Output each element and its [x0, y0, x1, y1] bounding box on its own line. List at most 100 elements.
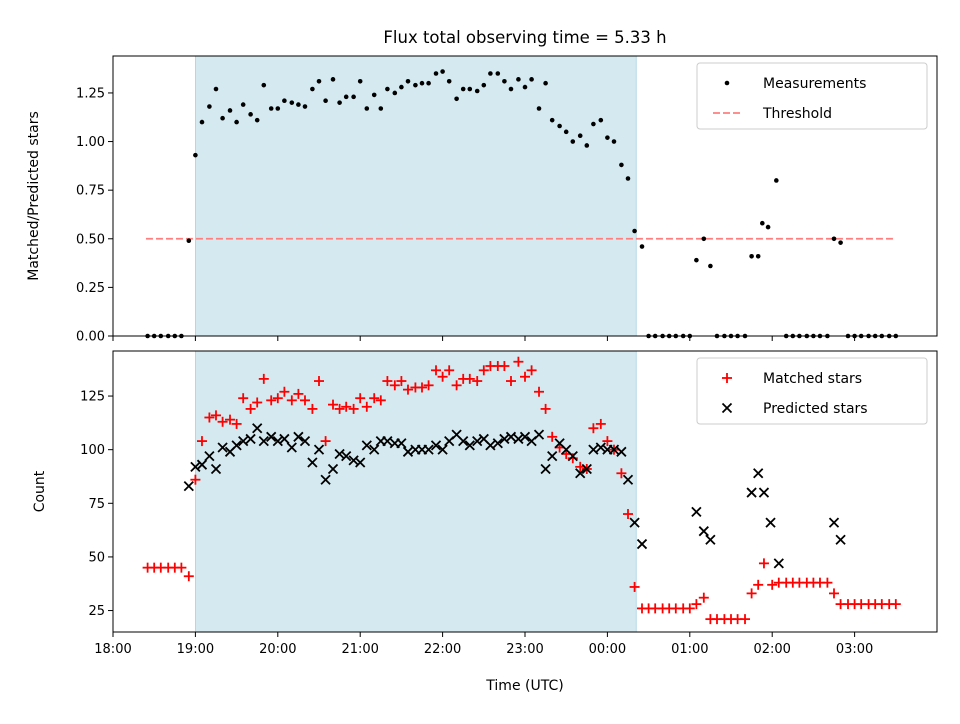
y-tick-label: 1.00	[76, 135, 105, 150]
predicted-star-point-b	[299, 435, 311, 447]
matched-star-point	[431, 365, 442, 376]
matched-star-point	[272, 393, 283, 404]
predicted-star-point	[307, 457, 318, 468]
matched-star-point	[293, 388, 304, 399]
predicted-star-point	[266, 431, 277, 442]
predicted-star-point-b	[382, 435, 393, 447]
predicted-star-point	[327, 463, 339, 475]
measurement-point	[760, 220, 765, 226]
matched-star-point	[698, 592, 709, 603]
predicted-star-point-b	[705, 534, 716, 545]
matched-star-point	[602, 436, 613, 447]
predicted-star-point-b	[746, 487, 757, 498]
matched-star-point	[464, 373, 475, 384]
predicted-star-point-b	[238, 435, 249, 447]
x-axis-label: Time (UTC)	[485, 678, 563, 694]
legend-marker	[724, 80, 730, 86]
predicted-star-point-b	[472, 435, 483, 447]
matched-star-point	[231, 418, 242, 429]
matched-star-point	[334, 403, 345, 414]
matched-star-point	[238, 393, 249, 404]
y-tick-label: 0.00	[76, 330, 105, 345]
matched-star-point	[520, 371, 530, 382]
matched-star-point	[375, 395, 386, 406]
matched-star-point	[472, 376, 483, 387]
predicted-star-point-b	[753, 468, 764, 479]
predicted-star-point-b	[505, 431, 517, 442]
predicted-star-point	[320, 474, 331, 485]
predicted-star-point-b	[608, 444, 620, 455]
predicted-star-point-b	[636, 538, 648, 550]
matched-star-point	[540, 403, 551, 414]
measurement-point	[446, 78, 452, 84]
bottom-y-ticks: 25 50 75 100 125	[80, 390, 113, 619]
legend-label: Matched stars	[763, 371, 862, 387]
measurement-point	[708, 263, 713, 269]
matched-star-point	[369, 393, 380, 404]
predicted-star-point-b	[334, 448, 345, 460]
predicted-star-point	[705, 534, 716, 545]
predicted-star-point-b	[478, 433, 489, 445]
y-tick-label: 0.75	[76, 184, 105, 199]
measurement-point	[619, 162, 624, 168]
measurement-point	[364, 106, 370, 111]
matched-star-point	[361, 401, 372, 412]
matched-star-point	[595, 418, 606, 429]
predicted-star-point-b	[204, 450, 215, 462]
predicted-star-point-b	[183, 481, 194, 492]
predicted-star-point	[485, 440, 496, 451]
measurement-point	[454, 96, 459, 102]
measurement-point	[577, 133, 583, 139]
predicted-star-point-b	[430, 440, 442, 451]
matched-star-point	[190, 474, 201, 485]
predicted-star-point-b	[547, 450, 558, 462]
matched-star-point	[444, 365, 455, 376]
measurement-point	[296, 102, 301, 107]
predicted-star-point-b	[231, 440, 242, 451]
measurement-point	[289, 100, 295, 105]
predicted-star-point-b	[464, 440, 475, 451]
measurement-point	[516, 77, 521, 82]
measurement-point	[563, 129, 569, 135]
x-tick-label: 00:00	[589, 642, 626, 657]
matched-star-point	[355, 393, 366, 404]
y-tick-label: 125	[80, 390, 105, 405]
top-legend: Measurements Threshold	[696, 62, 928, 130]
x-tick-label: 02:00	[753, 642, 790, 657]
measurement-point	[268, 106, 274, 111]
predicted-star-point-b	[196, 459, 208, 470]
x-tick-label: 18:00	[94, 642, 131, 657]
matched-star-point	[423, 380, 434, 391]
predicted-star-point	[293, 431, 304, 442]
measurement-point	[337, 100, 342, 105]
predicted-star-point-b	[828, 517, 840, 528]
predicted-star-point-b	[361, 440, 372, 451]
predicted-star-point	[765, 517, 776, 528]
predicted-star-point	[361, 440, 372, 451]
bottom-y-axis-label: Count	[32, 470, 48, 512]
measurement-point	[831, 236, 837, 242]
matched-star-point	[691, 599, 702, 610]
measurement-point	[474, 88, 480, 94]
predicted-star-point-b	[581, 463, 592, 475]
measurement-point	[460, 86, 466, 92]
measurement-point	[605, 135, 610, 140]
predicted-star-point	[238, 435, 249, 447]
measurement-point	[234, 119, 239, 125]
predicted-star-point-b	[313, 444, 325, 455]
predicted-star-point-b	[245, 433, 256, 445]
predicted-star-point-b	[519, 431, 531, 442]
predicted-star-point	[341, 450, 352, 462]
predicted-star-point	[691, 506, 702, 518]
measurement-point	[467, 86, 473, 92]
measurement-point	[330, 77, 336, 82]
predicted-star-point	[258, 435, 269, 447]
predicted-star-point-b	[622, 474, 634, 485]
measurement-point	[481, 82, 487, 88]
matched-star-point	[616, 468, 627, 479]
bottom-plot-frame	[112, 350, 938, 633]
observing-window	[194, 350, 637, 633]
measurement-point	[323, 98, 328, 104]
predicted-star-point-b	[575, 468, 586, 479]
